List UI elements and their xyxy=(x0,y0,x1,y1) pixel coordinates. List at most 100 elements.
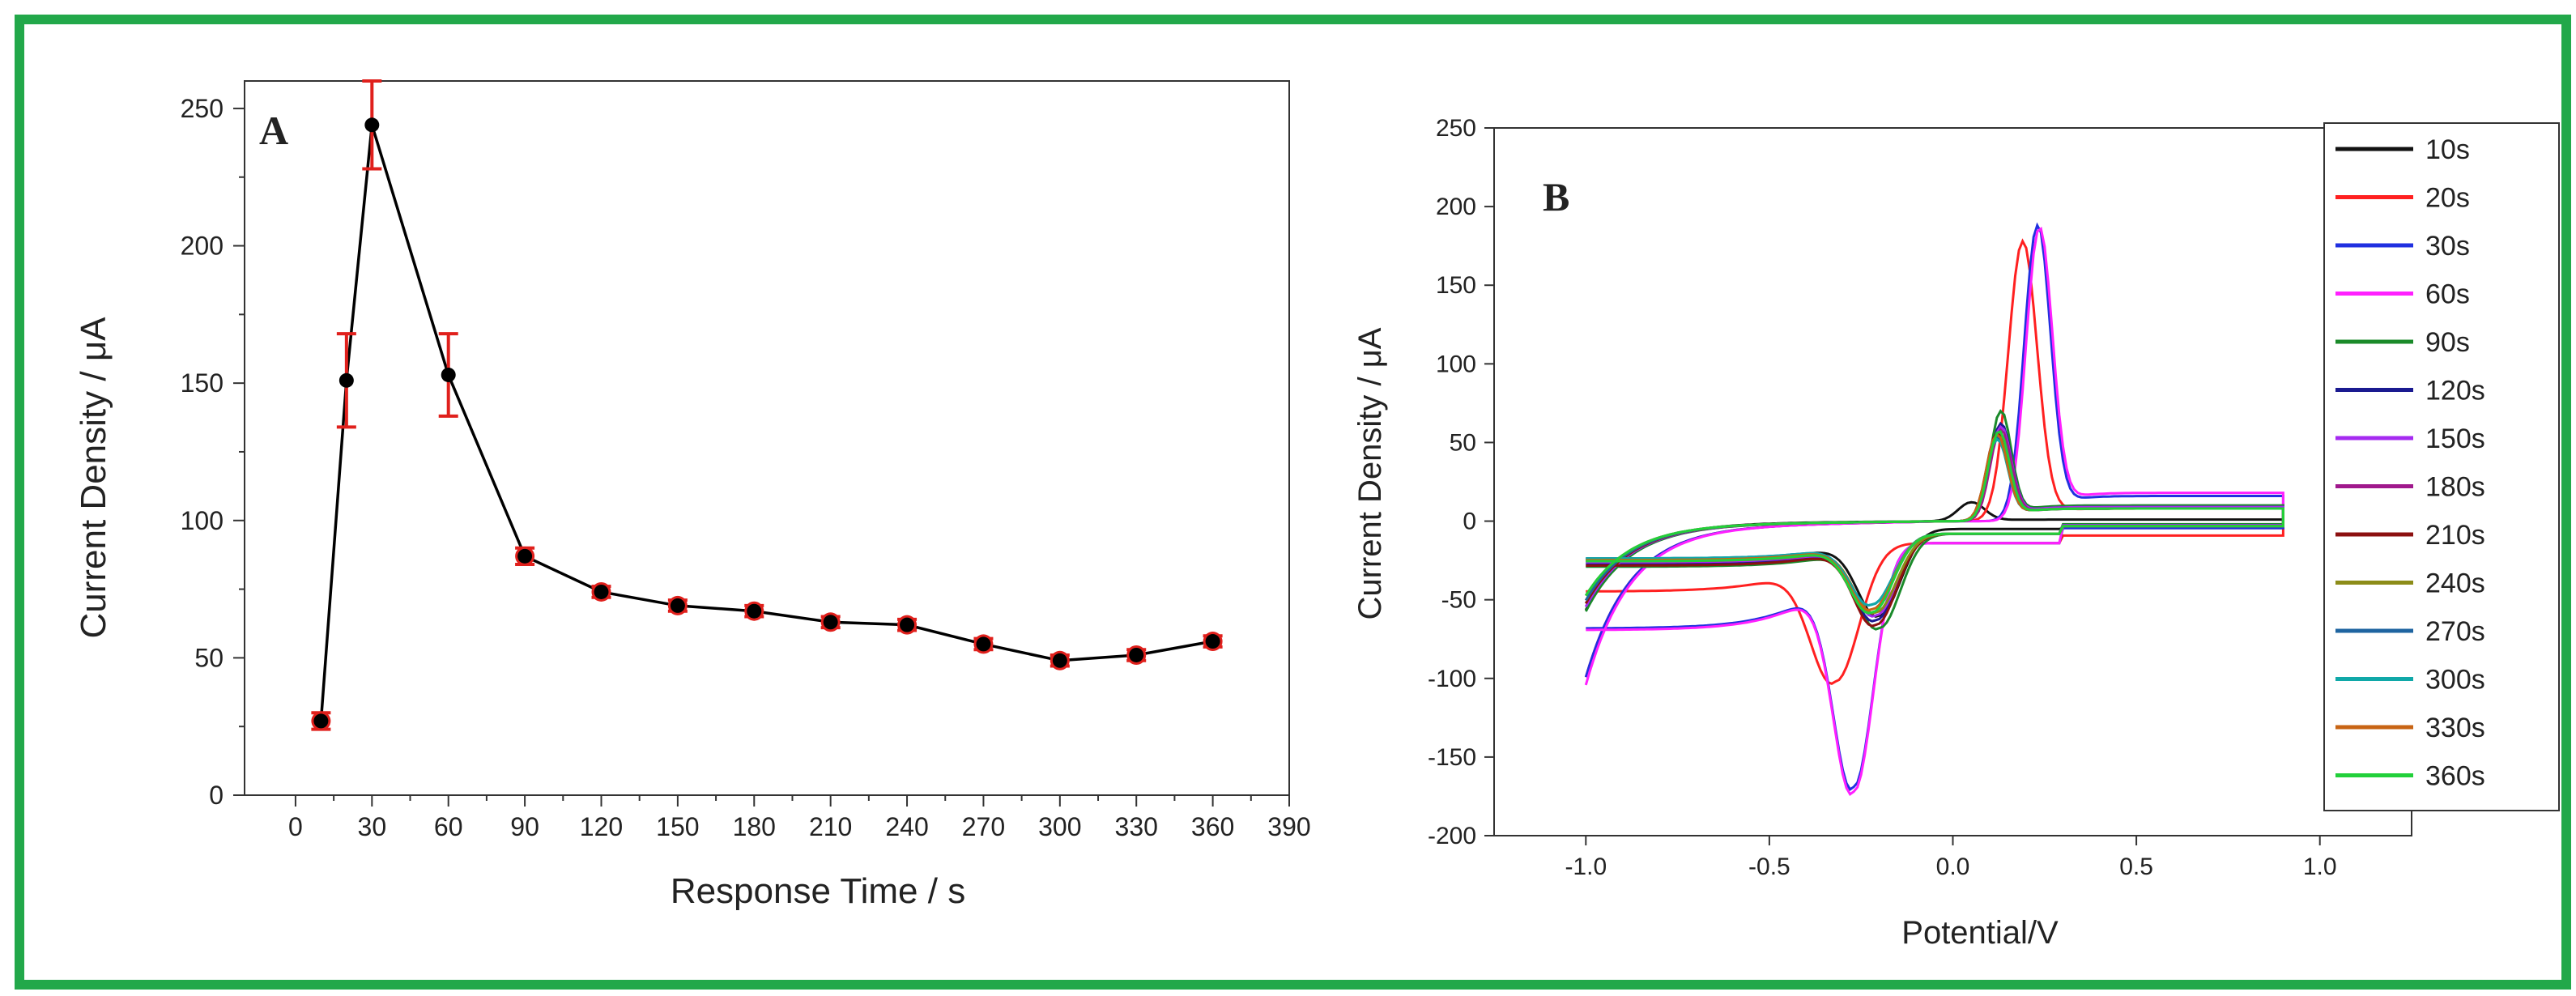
chart-b-y-tick-label: -200 xyxy=(1428,823,1476,849)
chart-a-y-axis-label: Current Density / μA xyxy=(74,317,113,639)
chart-b-legend-label: 180s xyxy=(2425,472,2485,503)
chart-a-x-tick-label: 180 xyxy=(733,812,776,841)
chart-a-data-point xyxy=(900,617,915,632)
chart-b-curve-360s xyxy=(1585,430,2284,615)
chart-b-legend-label: 300s xyxy=(2425,665,2485,696)
chart-a-x-tick-label: 150 xyxy=(656,812,699,841)
chart-b-legend-item: 90s xyxy=(2335,327,2470,358)
chart-a-data-point xyxy=(1052,653,1067,668)
chart-b-y-tick-label: 250 xyxy=(1436,115,1476,142)
chart-a-x-tick-label: 210 xyxy=(809,812,852,841)
chart-b-x-tick-label: 0.0 xyxy=(1936,853,1970,880)
chart-b-legend-label: 360s xyxy=(2425,761,2485,792)
chart-b-legend-label: 240s xyxy=(2425,568,2485,599)
chart-b-legend-item: 30s xyxy=(2335,231,2470,262)
chart-b-legend-label: 150s xyxy=(2425,424,2485,454)
chart-a-y-tick-label: 100 xyxy=(181,506,224,535)
chart-a-x-axis-label: Response Time / s xyxy=(671,871,965,911)
chart-b-legend-item: 330s xyxy=(2335,713,2485,743)
chart-a-panel-label: A xyxy=(259,108,288,153)
chart-a-data-point xyxy=(1205,634,1220,649)
chart-b-legend-item: 60s xyxy=(2335,279,2470,310)
chart-b-y-axis-label: Current Density / μA xyxy=(1352,327,1388,619)
chart-a-data-point xyxy=(517,548,533,564)
chart-b-x-tick-label: -0.5 xyxy=(1748,853,1790,880)
chart-a-y-tick-label: 250 xyxy=(181,94,224,123)
chart-b-plot-area xyxy=(1493,127,2412,836)
chart-b-x-tick-label: 1.0 xyxy=(2303,853,2337,880)
chart-b-legend-label: 60s xyxy=(2425,279,2470,310)
chart-b-panel-label: B xyxy=(1543,174,1569,219)
chart-b-legend-item: 20s xyxy=(2335,183,2470,214)
chart-b-curves xyxy=(1584,222,2284,796)
chart-a-data-point xyxy=(670,598,685,613)
chart-b-x-tick-label: -1.0 xyxy=(1565,853,1607,880)
chart-a-y-tick-label: 200 xyxy=(181,232,224,261)
chart-b-legend-label: 330s xyxy=(2425,713,2485,743)
chart-a-x-tick-label: 60 xyxy=(434,812,463,841)
chart-a-error-bars xyxy=(311,79,1223,731)
chart-a-x-tick-label: 120 xyxy=(580,812,623,841)
chart-a-data-point xyxy=(747,603,762,619)
chart-b-legend-label: 210s xyxy=(2425,520,2485,551)
chart-b-legend-label: 270s xyxy=(2425,616,2485,647)
chart-b-curve-60s xyxy=(1584,227,2284,796)
chart-a-data-point xyxy=(594,584,609,599)
chart-b-legend-item: 300s xyxy=(2335,665,2485,696)
chart-a-ticks: 0 30 60 90 120 150 180 210 240 270 300 330 360 390 0 50… xyxy=(181,94,1311,841)
chart-b-legend-item: 180s xyxy=(2335,472,2485,503)
chart-b-y-tick-label: 50 xyxy=(1450,429,1476,456)
chart-b-curve-20s xyxy=(1584,238,2284,685)
chart-a-x-tick-label: 270 xyxy=(962,812,1005,841)
chart-b-legend-label: 120s xyxy=(2425,376,2485,406)
chart-a-points xyxy=(311,117,1223,731)
chart-a-x-tick-label: 240 xyxy=(885,812,928,841)
chart-b-x-axis-label: Potential/V xyxy=(1901,915,2059,951)
chart-b-legend-item: 150s xyxy=(2335,424,2485,454)
chart-a-x-tick-label: 30 xyxy=(358,812,387,841)
chart-a-y-tick-label: 50 xyxy=(194,643,224,672)
chart-b-legend-item: 360s xyxy=(2335,761,2485,792)
chart-b-legend-item: 10s xyxy=(2335,134,2470,165)
chart-b-y-tick-label: 100 xyxy=(1436,351,1476,377)
chart-a-data-point xyxy=(338,372,354,388)
chart-b-y-tick-label: -100 xyxy=(1428,666,1476,692)
chart-a-x-tick-label: 300 xyxy=(1038,812,1081,841)
chart-b-y-tick-label: -50 xyxy=(1441,587,1476,614)
chart-b-legend-label: 30s xyxy=(2425,231,2470,262)
chart-a-y-tick-label: 0 xyxy=(209,781,224,810)
chart-a-data-point xyxy=(976,636,991,652)
chart-a: 0 30 60 90 120 150 180 210 240 270 300 330 360 390 0 50… xyxy=(74,79,1311,911)
chart-a-x-tick-label: 90 xyxy=(510,812,539,841)
chart-b-legend-box xyxy=(2323,122,2560,811)
chart-b-ticks: -1.0 -0.5 0.0 0.5 1.0 -200 -150 -100 -50 0 50 100 15… xyxy=(1428,115,2337,880)
chart-b-y-tick-label: 200 xyxy=(1436,194,1476,220)
chart-a-x-tick-label: 0 xyxy=(288,812,303,841)
chart-b: -1.0 -0.5 0.0 0.5 1.0 -200 -150 -100 -50 0 50 100 15… xyxy=(1352,115,2560,951)
chart-a-data-point xyxy=(313,713,329,729)
chart-a-y-tick-label: 150 xyxy=(181,368,224,398)
chart-a-data-point xyxy=(1129,647,1144,662)
chart-b-legend-item: 270s xyxy=(2335,616,2485,647)
chart-a-data-point xyxy=(823,615,838,630)
chart-a-x-tick-label: 330 xyxy=(1115,812,1158,841)
chart-a-data-point xyxy=(441,367,456,382)
chart-a-data-point xyxy=(364,117,380,133)
chart-b-legend-label: 20s xyxy=(2425,183,2470,214)
chart-b-legend: 10s 20s 30s 60s 90s 120s 150s 180s 210s 240s 270s 3… xyxy=(2323,122,2560,811)
chart-b-legend-item: 240s xyxy=(2335,568,2485,599)
figure-frame: 0 30 60 90 120 150 180 210 240 270 300 330 360 390 0 50… xyxy=(15,15,2571,990)
chart-b-legend-label: 10s xyxy=(2425,134,2470,165)
chart-a-data-line xyxy=(319,124,1213,721)
chart-b-legend-item: 120s xyxy=(2335,376,2485,406)
chart-b-legend-label: 90s xyxy=(2425,327,2470,358)
chart-b-y-tick-label: 0 xyxy=(1463,509,1476,535)
chart-b-y-tick-label: -150 xyxy=(1428,744,1476,771)
chart-a-series-line xyxy=(319,124,1213,721)
chart-b-x-tick-label: 0.5 xyxy=(2119,853,2153,880)
chart-a-plot-area xyxy=(244,80,1290,796)
chart-b-y-tick-label: 150 xyxy=(1436,272,1476,299)
chart-a-x-tick-label: 360 xyxy=(1191,812,1234,841)
figure-canvas: 0 30 60 90 120 150 180 210 240 270 300 330 360 390 0 50… xyxy=(74,79,2560,951)
chart-a-x-tick-label: 390 xyxy=(1267,812,1310,841)
